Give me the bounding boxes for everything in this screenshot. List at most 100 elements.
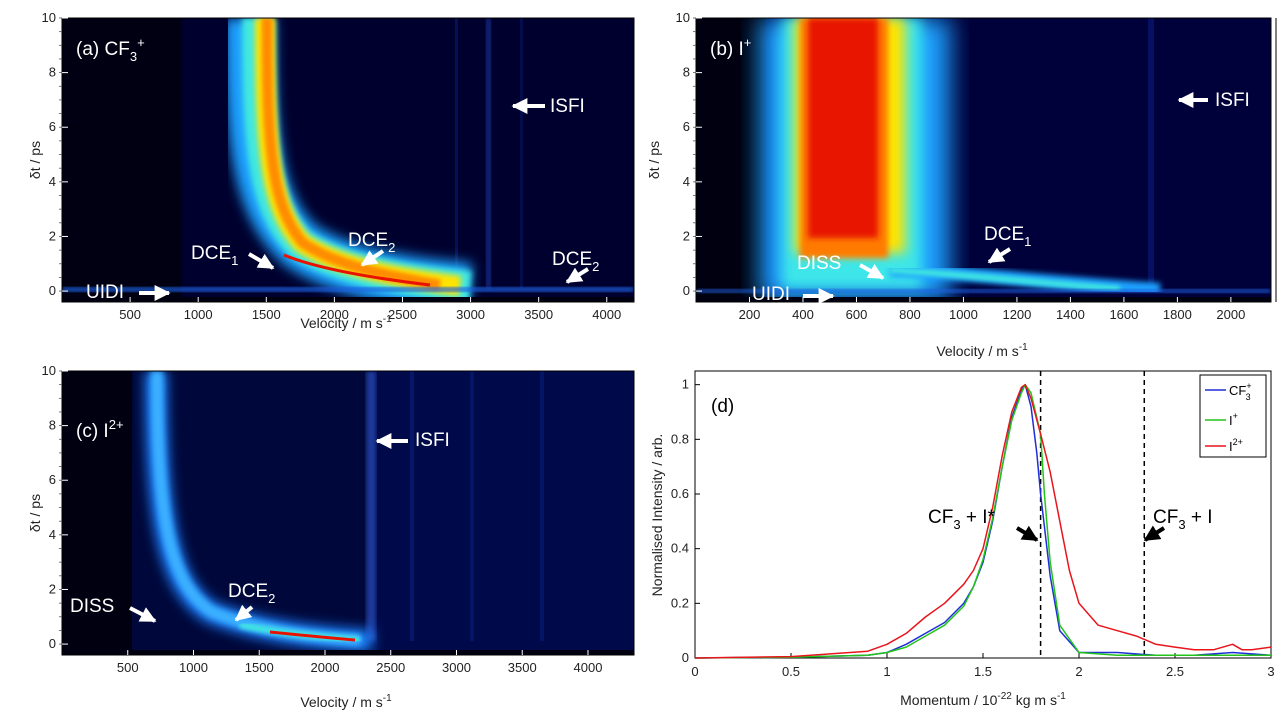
panel-b-dce1-arrow: [987, 247, 1012, 264]
panel-c-dce2-arrow: [234, 604, 254, 622]
panel-c-isfi-label: ISFI: [415, 430, 450, 451]
heatmap-c-streak: [366, 371, 376, 641]
heatmap-b-dark-left: [696, 18, 766, 302]
y-tick-label: 4: [683, 174, 690, 189]
x-tick-label: 1800: [1163, 307, 1192, 322]
series-lines: [694, 383, 1272, 659]
panel-b-isfi-label: ISFI: [1215, 90, 1250, 111]
panel-b-label: (b) I+: [710, 35, 751, 60]
y-tick-label: 6: [49, 472, 56, 487]
y-tick-label: 1: [682, 377, 689, 392]
panel-b-diss-arrow: [859, 263, 885, 280]
threshold-arrow-cf3-istar: [1015, 525, 1039, 542]
x-tick-label: 2.5: [1166, 664, 1184, 679]
y-tick-label: 0.4: [671, 541, 689, 556]
heatmap-a-uidi-line: [62, 287, 634, 292]
panel-c-xlabel: Velocity / m s-1: [300, 693, 392, 710]
y-tick-label: 0.8: [671, 431, 689, 446]
panel-b-dce1-label: DCE1: [984, 224, 1031, 249]
x-tick-label: 3000: [442, 660, 471, 675]
panel-c-ylabel: δt / ps: [27, 494, 43, 532]
y-tick-label: 4: [49, 527, 56, 542]
x-tick-label: 2500: [388, 307, 417, 322]
x-tick-label: 800: [899, 307, 921, 322]
heatmap-a-band-red: [283, 253, 431, 287]
x-tick-label: 1500: [252, 307, 281, 322]
x-tick-label: 2000: [1216, 307, 1245, 322]
panel-d-xlabel: Momentum / 10-22 kg m s-1: [900, 691, 1066, 708]
y-tick-label: 10: [42, 10, 56, 25]
y-tick-label: 8: [49, 65, 56, 80]
x-tick-label: 0.5: [782, 664, 800, 679]
y-tick-label: 10: [676, 10, 690, 25]
panel-d-label: (d): [711, 396, 734, 417]
x-tick-label: 500: [117, 660, 139, 675]
x-tick-label: 1500: [245, 660, 274, 675]
series-line: [694, 383, 1272, 659]
heatmap-a-streak: [520, 18, 523, 288]
panel-a-ylabel: δt / ps: [27, 141, 43, 179]
heatmap-b-uidi-line: [696, 289, 1271, 293]
panel-a-dce1-label: DCE1: [191, 243, 238, 268]
heatmap-a-dark-left: [62, 18, 182, 302]
panel-a-label: (a) CF3+: [76, 35, 145, 64]
heatmap-b-streak: [1148, 18, 1154, 288]
heatmap-a-bottom-strip: [62, 297, 634, 302]
x-tick-label: 1600: [1109, 307, 1138, 322]
threshold-label-cf3-i: CF3 + I: [1153, 507, 1213, 532]
heatmap-a-band-orange: [261, 18, 441, 291]
panel-b-diss-label: DISS: [797, 253, 841, 274]
heatmap-a-streak: [486, 18, 491, 288]
x-tick-label: 2: [1075, 664, 1082, 679]
y-tick-label: 0: [682, 650, 689, 665]
heatmap-c-streak: [410, 371, 414, 641]
x-tick-label: 1000: [949, 307, 978, 322]
heatmap-c-dark-left: [62, 371, 132, 655]
panel-a-dce2-arrow: [360, 249, 385, 267]
series-line: [694, 383, 1271, 659]
panel-a: 500 1000 1500 2000 2500 3000 3500 4000 0 2 4 6 8 10 (…: [27, 10, 635, 331]
x-tick-label: 2500: [376, 660, 405, 675]
x-tick-label: 2000: [320, 307, 349, 322]
panel-a-dce2-label: DCE2: [348, 230, 395, 255]
x-tick-label: 1000: [184, 307, 213, 322]
panel-b-xlabel: Velocity / m s-1: [936, 342, 1028, 359]
y-tick-label: 2: [49, 581, 56, 596]
axes-c-ticks: 500 1000 1500 2000 2500 3000 3500 4000 0 2 4 6 8 10: [42, 363, 603, 675]
x-tick-label: 3: [1267, 664, 1274, 679]
panel-b-uidi-label: UIDI: [752, 284, 790, 305]
threshold-arrow-cf3-i: [1143, 525, 1166, 542]
y-tick-label: 0: [683, 283, 690, 298]
panel-c-dce2-label: DCE2: [228, 581, 275, 606]
axes-c-frame: [61, 370, 635, 656]
y-tick-label: 0.2: [671, 595, 689, 610]
panel-d: 0 0.5 1 1.5 2 2.5 3 0 0.2 0.4 0.6 0.8 1 (d) Momentum…: [649, 370, 1275, 708]
legend: CF+ 3 I+ I2+: [1199, 374, 1267, 458]
y-tick-label: 2: [683, 228, 690, 243]
legend-label-i2plus: I2+: [1229, 437, 1243, 454]
axes-b-frame: [695, 17, 1272, 303]
heatmap-b-tail-core: [889, 267, 1121, 292]
y-tick-label: 10: [42, 363, 56, 378]
y-tick-label: 8: [683, 65, 690, 80]
axes-d-ticks: 0 0.5 1 1.5 2 2.5 3 0 0.2 0.4 0.6 0.8 1: [671, 377, 1275, 679]
heatmap-a-streak: [455, 18, 458, 288]
heatmap-c-streak: [540, 371, 544, 641]
panel-a-xlabel: Velocity / m s-1: [300, 314, 392, 331]
panel-a-uidi-label: UIDI: [86, 282, 124, 303]
heatmap-b-bottom-strip: [696, 297, 1271, 302]
panel-a-dce2b-arrow: [565, 267, 590, 284]
axes-d-frame: [694, 370, 1272, 659]
axes-a-ticks: 500 1000 1500 2000 2500 3000 3500 4000 0 2 4 6 8 10: [42, 10, 622, 322]
y-tick-label: 6: [49, 119, 56, 134]
heatmap-c-band-red: [269, 630, 356, 642]
x-tick-label: 3500: [508, 660, 537, 675]
x-tick-label: 3500: [524, 307, 553, 322]
threshold-label-cf3-istar: CF3 + I*: [928, 507, 995, 532]
x-tick-label: 600: [846, 307, 868, 322]
axes-a-frame: [61, 17, 635, 303]
x-tick-label: 1: [883, 664, 890, 679]
legend-box: [1199, 374, 1267, 458]
panel-c: 500 1000 1500 2000 2500 3000 3500 4000 0 2 4 6 8 10 (…: [27, 363, 635, 710]
x-tick-label: 0: [691, 664, 698, 679]
